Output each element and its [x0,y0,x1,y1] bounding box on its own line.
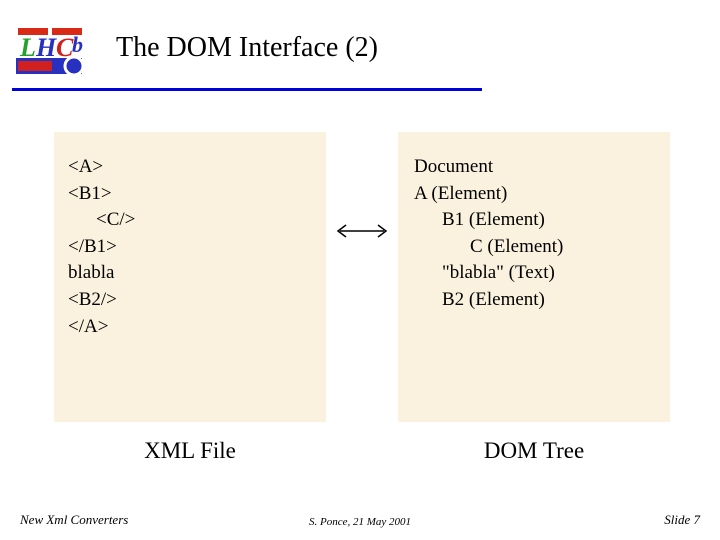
xml-line: blabla [68,262,114,283]
xml-line: <A> [68,156,103,177]
footer-right: Slide 7 [664,512,700,528]
xml-caption: XML File [54,438,326,464]
xml-line: </A> [68,316,108,337]
bidirectional-arrow-icon [334,222,390,240]
xml-line: </B1> [68,236,117,257]
xml-line: <B2/> [68,289,117,310]
lhcb-logo: L H C b [16,28,94,76]
footer-center: S. Ponce, 21 May 2001 [0,516,720,528]
tree-line: C (Element) [414,234,563,261]
dom-caption: DOM Tree [398,438,670,464]
svg-text:H: H [35,33,57,62]
xml-line: <C/> [68,207,135,234]
tree-line: Document [414,156,493,177]
slide: L H C b The DOM Interface (2) <A> <B1> <… [0,0,720,540]
slide-title: The DOM Interface (2) [116,32,378,64]
tree-line: A (Element) [414,183,507,204]
tree-line: "blabla" (Text) [414,260,563,287]
svg-text:b: b [72,32,83,57]
dom-tree: Document A (Element) B1 (Element) C (Ele… [414,154,563,314]
tree-line: B2 (Element) [414,287,563,314]
svg-text:L: L [19,33,36,62]
xml-line: <B1> [68,183,112,204]
title-rule [12,88,482,91]
xml-code: <A> <B1> <C/> </B1> blabla <B2/> </A> [68,154,135,340]
tree-line: B1 (Element) [414,207,563,234]
